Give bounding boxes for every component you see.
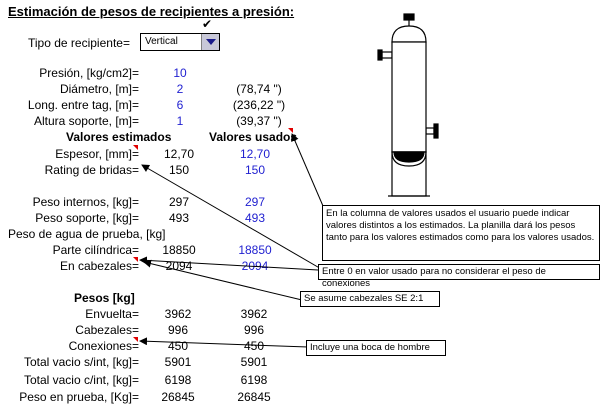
note-heads[interactable]: Se asume cabezales SE 2:1 bbox=[300, 291, 440, 307]
water-test-label: Peso de agua de prueba, [kg] bbox=[8, 227, 166, 241]
row-est-internals: 297 bbox=[168, 195, 190, 209]
vessel-type-dropdown[interactable]: Vertical bbox=[140, 33, 220, 51]
input-extra-diameter: (78,74 ") bbox=[236, 82, 282, 96]
input-value-length[interactable]: 6 bbox=[176, 98, 184, 112]
row-label-support: Peso soporte, [kg]= bbox=[35, 211, 139, 225]
weight-label-test: Peso en prueba, [Kg]= bbox=[19, 390, 139, 404]
header-used: Valores usados bbox=[209, 130, 298, 144]
note-zero[interactable]: Entre 0 en valor usado para no considera… bbox=[318, 264, 600, 289]
header-estimated: Valores estimados bbox=[66, 130, 172, 144]
input-extra-support-height: (39,37 ") bbox=[236, 114, 282, 128]
weight-b-shell: 3962 bbox=[240, 307, 268, 321]
input-value-pressure[interactable]: 10 bbox=[173, 66, 187, 80]
input-label-pressure: Presión, [kg/cm2]= bbox=[39, 66, 139, 80]
note-manhole[interactable]: Incluye una boca de hombre bbox=[306, 340, 446, 356]
input-value-support-height[interactable]: 1 bbox=[176, 114, 184, 128]
row-used-cylinder[interactable]: 18850 bbox=[238, 243, 272, 257]
row-est-cylinder: 18850 bbox=[162, 243, 196, 257]
input-label-diameter: Diámetro, [m]= bbox=[59, 82, 139, 96]
weight-label-heads: Cabezales= bbox=[75, 323, 139, 337]
weight-b-heads: 996 bbox=[243, 323, 265, 337]
weight-label-total-empty-with-int: Total vacio c/int, [kg]= bbox=[23, 373, 139, 387]
weight-b-connections: 450 bbox=[243, 339, 265, 353]
weight-b-total-empty-with-int: 6198 bbox=[240, 373, 268, 387]
check-mark-icon: ✔ bbox=[202, 17, 213, 31]
row-used-flange-rating[interactable]: 150 bbox=[244, 163, 266, 177]
vessel-type-label: Tipo de recipiente= bbox=[28, 36, 130, 50]
row-est-flange-rating: 150 bbox=[168, 163, 190, 177]
weight-label-shell: Envuelta= bbox=[85, 307, 139, 321]
weight-label-total-empty-no-int: Total vacio s/int, [kg]= bbox=[23, 355, 139, 369]
input-value-diameter[interactable]: 2 bbox=[176, 82, 184, 96]
row-used-thickness[interactable]: 12,70 bbox=[239, 147, 271, 161]
note-used-values[interactable]: En la columna de valores usados el usuar… bbox=[322, 205, 600, 261]
comment-marker[interactable] bbox=[133, 145, 138, 150]
chevron-down-icon[interactable] bbox=[201, 34, 219, 50]
comment-marker[interactable] bbox=[288, 128, 293, 133]
row-label-cylinder: Parte cilíndrica= bbox=[52, 243, 139, 257]
row-est-support: 493 bbox=[168, 211, 190, 225]
weight-a-heads: 996 bbox=[167, 323, 189, 337]
row-label-heads: En cabezales= bbox=[59, 259, 139, 273]
weight-a-total-empty-with-int: 6198 bbox=[164, 373, 192, 387]
pressure-vessel-icon bbox=[377, 13, 439, 197]
input-extra-length: (236,22 ") bbox=[232, 98, 286, 112]
weight-a-total-empty-no-int: 5901 bbox=[164, 355, 192, 369]
row-label-thickness: Espesor, [mm]= bbox=[55, 147, 139, 161]
weight-a-test: 26845 bbox=[161, 390, 195, 404]
row-label-flange-rating: Rating de bridas= bbox=[44, 163, 139, 177]
row-used-internals[interactable]: 297 bbox=[244, 195, 266, 209]
comment-marker[interactable] bbox=[133, 257, 138, 262]
input-label-length: Long. entre tag, [m]= bbox=[27, 98, 139, 112]
vessel-type-value: Vertical bbox=[145, 36, 178, 47]
sheet-title: Estimación de pesos de recipientes a pre… bbox=[8, 4, 295, 19]
weights-header: Pesos [kg] bbox=[74, 291, 135, 305]
weight-b-test: 26845 bbox=[237, 390, 271, 404]
weight-label-connections: Conexiones= bbox=[68, 339, 139, 353]
weight-b-total-empty-no-int: 5901 bbox=[240, 355, 268, 369]
row-label-internals: Peso internos, [kg]= bbox=[32, 195, 139, 209]
weight-a-shell: 3962 bbox=[164, 307, 192, 321]
row-used-support[interactable]: 493 bbox=[244, 211, 266, 225]
comment-marker[interactable] bbox=[133, 337, 138, 342]
row-est-thickness: 12,70 bbox=[163, 147, 195, 161]
input-label-support-height: Altura soporte, [m]= bbox=[33, 114, 139, 128]
